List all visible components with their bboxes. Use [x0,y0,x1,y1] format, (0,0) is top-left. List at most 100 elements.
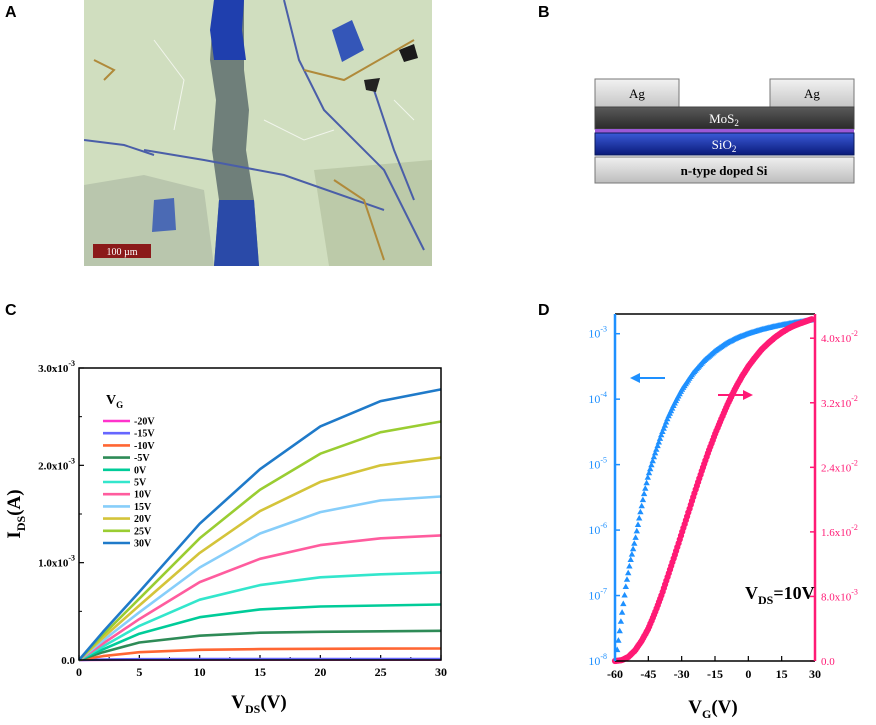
chart-c-legend-label: 10V [134,490,152,501]
chart-c-legend-label: 25V [134,526,152,537]
chart-d-x-tick-label: 0 [745,667,751,681]
chart-c-legend-label: 20V [134,514,152,525]
chart-d-x-tick-label: -60 [607,667,623,681]
scale-bar-label: 100 µm [106,247,137,258]
chart-d-left-series-point [631,540,638,546]
chart-d-x-tick-label: -15 [707,667,723,681]
chart-c-x-tick-label: 25 [375,665,387,679]
chart-d-left-series-point [640,490,648,497]
chart-d-left-series-point [629,545,637,552]
chart-d-left-series-point [654,442,661,449]
chart-c-series-line [78,534,442,662]
chart-c-series-line [78,495,442,662]
chart-d-x-tick-label: 15 [776,667,788,681]
chart-d-left-series-point [618,609,626,615]
chart-d-left-series-point [617,618,625,624]
si-substrate [594,156,855,184]
ag-contact-left-label: Ag [629,86,645,101]
chart-d-right-tick-label: 1.6x10-2 [821,523,858,539]
chart-d-left-series-point [661,422,669,428]
chart-d-left-series-point [653,446,660,452]
chart-c-x-tick-label: 10 [194,665,206,679]
chart-c-x-tick-label: 15 [254,665,266,679]
chart-c: 0 5 10 15 20 25 300.01.0x10-32.0x10-33.0x10-3 … [4,359,447,716]
chart-c-x-tick-label: 20 [314,665,326,679]
chart-d-axis-arrows [630,373,753,400]
chart-d-annotation: VDS=10V [745,583,815,607]
chart-d-left-series-point [632,534,639,540]
chart-c-x-tick-label: 5 [136,665,142,679]
blue-arrow-head-icon [630,373,640,383]
chart-d-left-series-point [655,438,662,445]
chart-c-x-tick-label: 0 [76,665,82,679]
sio2-label: SiO2 [712,137,737,154]
chart-c-legend-label: 5V [134,478,147,489]
chart-d-left-series-point [650,453,658,460]
chart-d-left-series-point [638,502,645,509]
chart-c-series-line [78,388,442,661]
pink-arrow-head-icon [743,390,753,400]
chart-c-legend-label: -20V [134,417,155,428]
chart-d-left-tick-label: 10-4 [588,390,607,406]
chart-d-left-series-point [616,627,623,634]
chart-d-left-series-point [658,431,665,438]
chart-d-right-tick-label: 0.0 [821,656,835,668]
chart-c-y-tick-label: 3.0x10-3 [38,359,75,375]
chart-d-left-tick-label: 10-5 [588,456,607,472]
chart-c-frame [78,367,442,661]
chart-d-left-series-point [656,435,664,441]
chart-d-x-tick-label: 30 [809,667,821,681]
chart-d-left-series-point [643,479,650,486]
chart-c-y-tick-label: 2.0x10-3 [38,456,75,472]
mos2-label: MoS2 [709,111,739,128]
chart-c-series-line [78,571,442,662]
chart-d-left-series-point [621,591,628,598]
chart-c-legend-label: 0V [134,465,147,476]
chart-c-legend-label: -15V [134,429,155,440]
chart-c-y-tick-label: 0.0 [61,655,75,667]
chart-c-series-line [78,420,442,661]
chart-c-y-tick-label: 1.0x10-3 [38,554,75,570]
chart-d-left-tick-label: 10-7 [588,587,607,603]
chart-c-series-line [78,603,442,662]
ag-contact-right-label: Ag [804,86,820,101]
chart-d-left-series-point [623,576,631,582]
chart-d-left-series-point [648,461,655,468]
chart-d-left-series-point [634,521,642,527]
chart-d-left-tick-label: 10-6 [588,521,607,537]
sio2-layer [594,132,855,156]
chart-d-x-tick-label: -45 [640,667,656,681]
interface-layer [595,129,854,133]
chart-d-left-series-point [633,527,640,534]
chart-d-right-tick-label: 2.4x10-2 [821,458,858,474]
chart-d-left-series-point [645,469,653,476]
chart-c-series-line [78,456,442,661]
chart-d-right-tick-label: 8.0x10-3 [821,587,858,603]
panel-label-c: C [5,302,17,319]
chart-d-left-series-point [625,569,632,576]
chart-d-left-series-point [637,508,644,515]
chart-c-x-tick-label: 30 [435,665,447,679]
chart-d-left-series-point [636,514,643,521]
chart-d-right-tick-label: 3.2x10-2 [821,394,858,410]
chart-c-legend-label: -10V [134,441,155,452]
chart-d-left-series-point [662,418,670,425]
chart-d-left-series-point [642,485,649,491]
chart-d-left-series-point [664,415,671,422]
chart-c-series-line [78,647,442,662]
ag-contact-left [594,78,680,108]
chart-d-left-series-point [649,457,656,464]
chart-d-left-series-point [620,600,627,607]
panel-label-d: D [538,302,550,319]
chart-d-left-series-point [651,449,659,456]
si-substrate-label: n-type doped Si [681,163,768,178]
chart-d-left-series-point [627,556,634,562]
chart-c-y-axis-label: IDS(A) [4,489,28,538]
chart-d-left-series-point [659,428,666,434]
chart-d-left-series-point [626,562,633,569]
chart-c-x-axis-label: VDS(V) [231,692,286,716]
chart-d-x-axis-label: VG(V) [688,697,737,721]
chart-d-left-series-point [644,474,651,480]
micrograph-drawing: 100 µm [84,0,432,266]
panel-label-b: B [538,4,550,21]
